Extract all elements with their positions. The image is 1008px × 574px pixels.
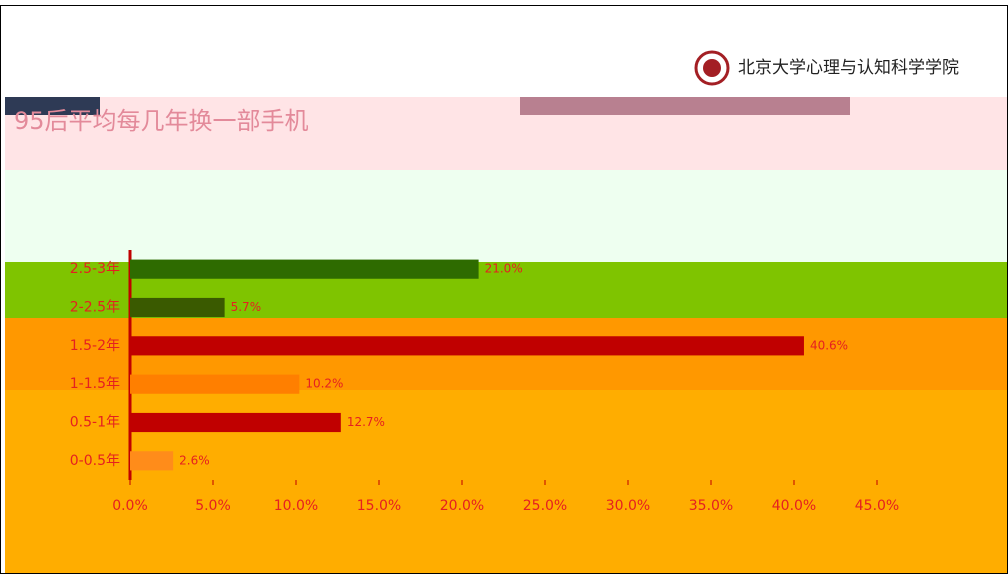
bar [130, 298, 225, 317]
x-tick-label: 45.0% [855, 498, 899, 514]
value-label: 12.7% [347, 415, 385, 429]
x-tick-label: 0.0% [112, 498, 148, 514]
x-tick-label: 10.0% [274, 498, 318, 514]
page: 北京大学心理与认知科学学院 95后平均每几年换一部手机 0.0% 5.0% 10.0… [0, 0, 1008, 574]
chart-title: 95后平均每几年换一部手机 [14, 107, 309, 135]
value-label: 21.0% [485, 262, 523, 276]
band [5, 170, 1008, 262]
logo-text: 北京大学心理与认知科学学院 [738, 58, 959, 78]
y-tick-label: 1-1.5年 [70, 376, 120, 392]
y-tick-label: 2-2.5年 [70, 300, 120, 316]
x-tick-label: 30.0% [606, 498, 650, 514]
value-label: 5.7% [231, 300, 262, 314]
value-label: 40.6% [810, 338, 848, 352]
x-tick-label: 15.0% [357, 498, 401, 514]
glitch [520, 97, 850, 115]
bar [130, 375, 299, 394]
x-tick-label: 40.0% [772, 498, 816, 514]
x-tick-label: 25.0% [523, 498, 567, 514]
logo [703, 59, 721, 77]
x-tick-label: 20.0% [440, 498, 484, 514]
y-tick-label: 0.5-1年 [70, 415, 120, 431]
bar [130, 260, 479, 279]
x-tick-label: 35.0% [689, 498, 733, 514]
value-label: 10.2% [305, 377, 343, 391]
y-tick-label: 0-0.5年 [70, 453, 120, 469]
bar [130, 413, 341, 432]
x-tick-label: 5.0% [195, 498, 231, 514]
value-label: 2.6% [179, 453, 210, 467]
screenshot: 北京大学心理与认知科学学院 95后平均每几年换一部手机 0.0% 5.0% 10.0… [0, 0, 1008, 574]
bar [130, 451, 173, 470]
bar [130, 336, 804, 355]
y-tick-label: 2.5-3年 [70, 261, 120, 277]
y-tick-label: 1.5-2年 [70, 338, 120, 354]
